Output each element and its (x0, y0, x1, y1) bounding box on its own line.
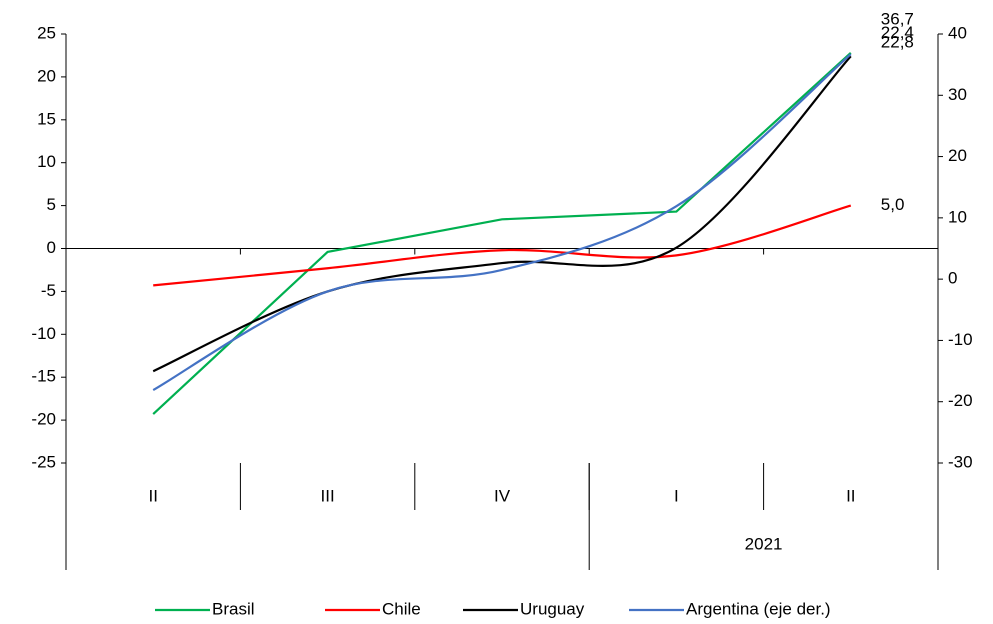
data-label: 22,8 (881, 32, 914, 51)
data-label: 5,0 (881, 195, 905, 214)
legend-label: Argentina (eje der.) (686, 599, 831, 618)
y-tick-label: 0 (47, 238, 56, 257)
legend-label: Uruguay (520, 599, 585, 618)
y2-tick-label: -10 (948, 330, 973, 349)
y-tick-label: 20 (37, 66, 56, 85)
y-tick-label: -15 (31, 367, 56, 386)
series-line (152, 55, 852, 373)
x-tick-label: IV (494, 486, 511, 505)
x-tick-label: I (674, 486, 679, 505)
x-tick-label: II (148, 486, 157, 505)
y-tick-label: 25 (37, 23, 56, 42)
y2-tick-label: 20 (948, 146, 967, 165)
y-tick-label: -5 (41, 281, 56, 300)
y2-tick-label: 40 (948, 23, 967, 42)
series-line (152, 52, 852, 415)
series-line (153, 204, 852, 287)
group-label: 2021 (745, 534, 783, 553)
data-label: 36,7 (881, 10, 914, 29)
data-label: 22,4 (881, 23, 914, 42)
y2-tick-label: -20 (948, 391, 973, 410)
y-tick-label: -20 (31, 410, 56, 429)
legend-label: Chile (382, 599, 421, 618)
y-tick-label: 15 (37, 109, 56, 128)
x-tick-label: II (846, 486, 855, 505)
series-line (152, 53, 852, 392)
y-tick-label: -10 (31, 324, 56, 343)
y-tick-label: 10 (37, 152, 56, 171)
y-tick-label: 5 (47, 195, 56, 214)
y-tick-label: -25 (31, 452, 56, 471)
y2-tick-label: 30 (948, 85, 967, 104)
y2-tick-label: 10 (948, 207, 967, 226)
legend-label: Brasil (212, 599, 255, 618)
x-tick-label: III (321, 486, 335, 505)
y2-tick-label: 0 (948, 269, 957, 288)
y2-tick-label: -30 (948, 452, 973, 471)
